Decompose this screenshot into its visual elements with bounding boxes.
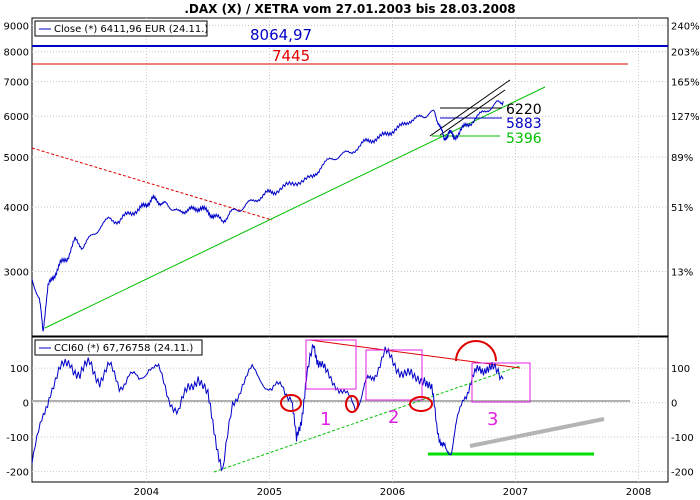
- chart-title: .DAX (X) / XETRA vom 27.01.2003 bis 28.0…: [184, 2, 515, 16]
- pattern-box-2: [365, 349, 423, 401]
- price-series-line: [31, 100, 504, 332]
- price-y-tick-label: 3000: [4, 268, 29, 279]
- box-label-2: 2: [388, 407, 399, 428]
- price-y-tick-label: 8000: [4, 48, 29, 59]
- circle-marker-1: [280, 394, 302, 412]
- x-tick-label: 2006: [380, 487, 405, 498]
- cci-panel: [31, 336, 669, 483]
- label-8064: 8064,97: [250, 26, 312, 44]
- price-y-tick-label: 5000: [4, 153, 29, 164]
- price-y-tick-right-label: 51%: [671, 203, 693, 214]
- price-y-tick-label: 6000: [4, 112, 29, 123]
- label-5396: 5396: [506, 131, 542, 147]
- label-7445: 7445: [272, 47, 310, 65]
- down-trendline: [31, 147, 273, 221]
- price-y-tick-label: 7000: [4, 78, 29, 89]
- label-5883: 5883: [506, 116, 542, 132]
- cci-y-tick-right-label: 0: [671, 399, 677, 410]
- arc-marker: [455, 340, 497, 362]
- cci-y-tick-right-label: 100: [671, 364, 690, 375]
- price-y-tick-right-label: 13%: [671, 268, 693, 279]
- box-label-1: 1: [320, 409, 331, 430]
- price-y-tick-right-label: 127%: [671, 112, 700, 123]
- price-y-tick-right-label: 165%: [671, 78, 700, 89]
- cci-legend-text: CCI60 (*) 67,76758 (24.11.): [54, 343, 193, 354]
- price-y-tick-label: 4000: [4, 203, 29, 214]
- cci-dotted-trendline: [213, 365, 521, 473]
- x-tick-label: 2004: [134, 487, 159, 498]
- price-legend-text: Close (*) 6411,96 EUR (24.11.): [54, 24, 208, 35]
- cci-grey-trend: [469, 417, 605, 448]
- x-tick-label: 2005: [257, 487, 282, 498]
- cci-y-tick-label: -100: [6, 433, 29, 444]
- circle-marker-2: [345, 395, 359, 413]
- cci-series-line: [31, 344, 504, 472]
- x-tick-label: 2007: [503, 487, 528, 498]
- channel-line-2: [439, 89, 506, 136]
- price-y-tick-right-label: 89%: [671, 153, 693, 164]
- channel-line-1: [429, 79, 511, 137]
- price-y-tick-right-label: 203%: [671, 48, 700, 59]
- price-y-tick-right-label: 240%: [671, 21, 700, 32]
- label-6220: 6220: [506, 102, 542, 118]
- cci-y-tick-label: 100: [10, 364, 29, 375]
- pattern-box-3: [471, 362, 531, 403]
- box-label-3: 3: [487, 409, 498, 430]
- cci-y-tick-right-label: -100: [671, 433, 694, 444]
- x-tick-label: 2008: [626, 487, 651, 498]
- cci-legend: CCI60 (*) 67,76758 (24.11.): [34, 339, 203, 356]
- cci-y-tick-label: 0: [23, 399, 29, 410]
- pattern-box-1: [305, 339, 357, 390]
- price-legend: Close (*) 6411,96 EUR (24.11.): [34, 20, 208, 37]
- axis-ticks: 3000 13% 4000 51% 5000 89% 6000 127% 7000 165% 800…: [4, 21, 700, 498]
- cci-y-tick-label: -200: [6, 468, 29, 479]
- price-y-tick-label: 9000: [4, 21, 29, 32]
- circle-marker-3: [409, 396, 433, 412]
- cci-y-tick-right-label: -200: [671, 468, 694, 479]
